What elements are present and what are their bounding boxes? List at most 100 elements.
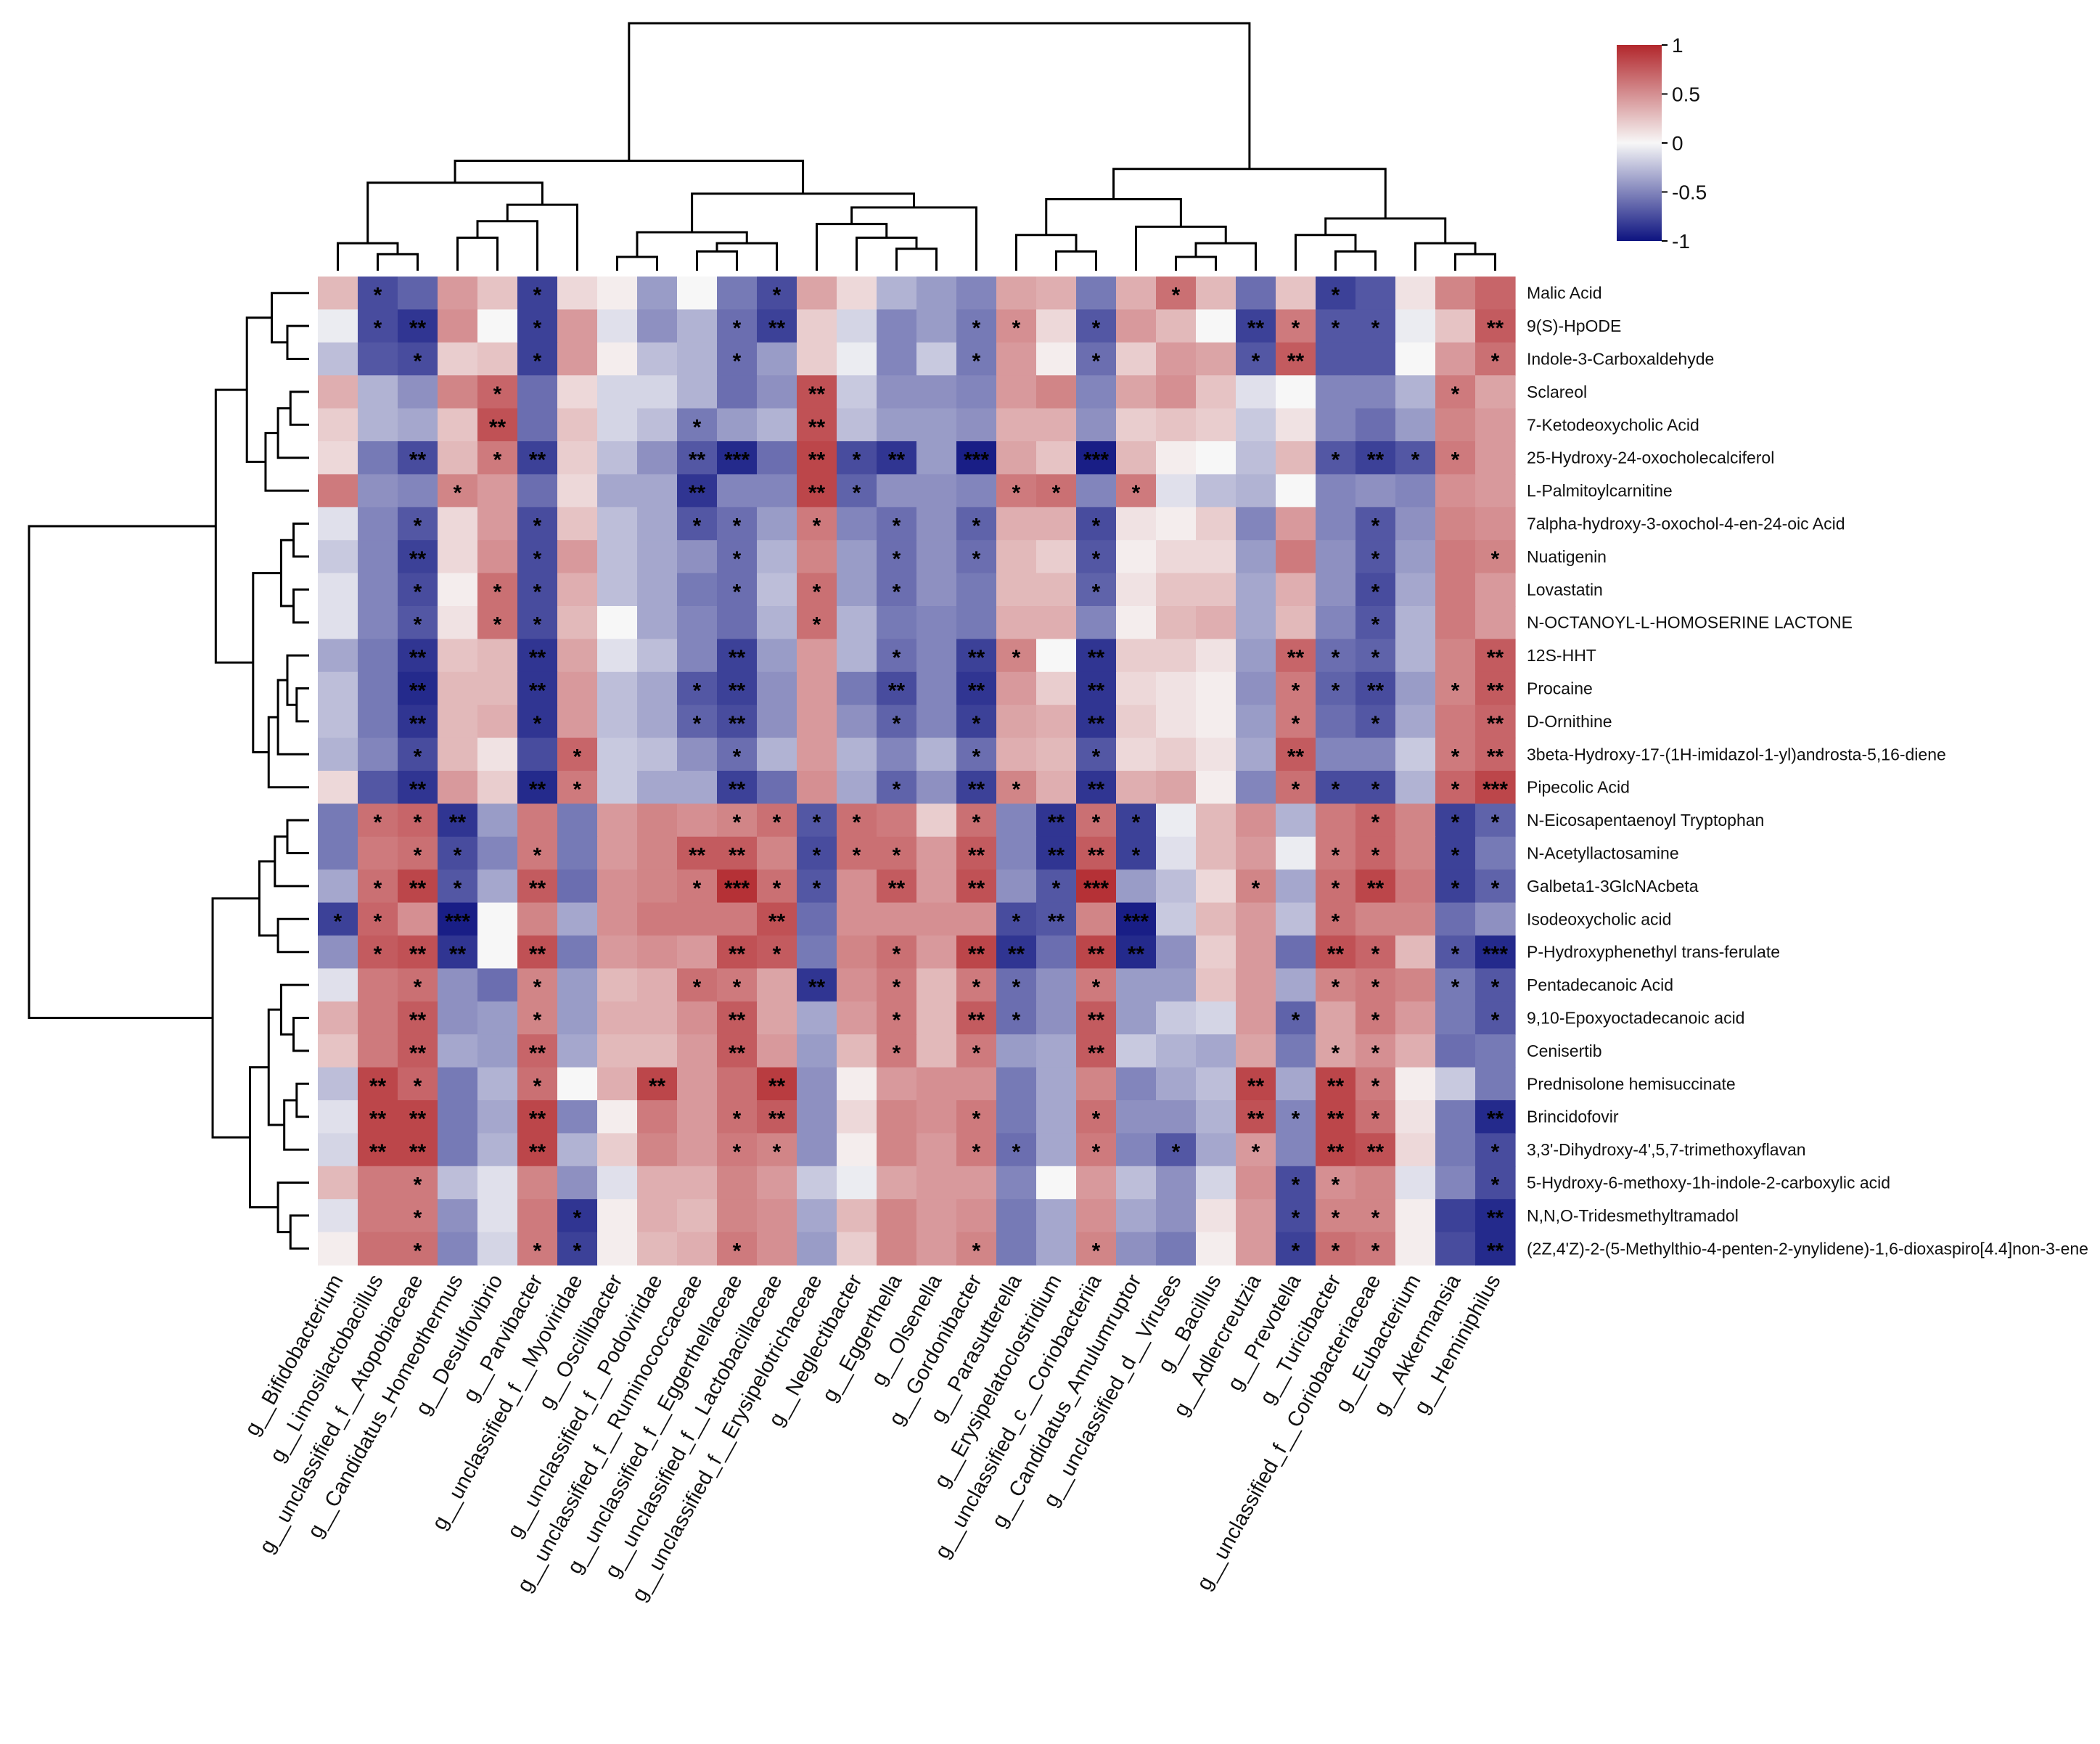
heatmap-cell	[797, 1100, 837, 1134]
heatmap-cell	[637, 705, 678, 739]
significance-star: *	[773, 284, 782, 308]
heatmap-cell	[597, 936, 638, 969]
significance-star: *	[1012, 1140, 1021, 1164]
heatmap-cell	[318, 902, 358, 936]
heatmap-cell	[438, 1166, 478, 1200]
significance-star: *	[1332, 844, 1340, 868]
heatmap-cell	[1116, 441, 1157, 475]
heatmap-cell	[717, 671, 758, 705]
heatmap-cell	[956, 1067, 997, 1101]
heatmap-cell	[797, 408, 837, 442]
significance-star: *	[414, 1206, 422, 1230]
significance-star: *	[813, 515, 821, 539]
heatmap-cell	[1435, 1067, 1476, 1101]
significance-star: *	[972, 1108, 981, 1131]
heatmap-cell	[557, 737, 598, 771]
heatmap-cell	[1036, 441, 1077, 475]
heatmap-cell	[877, 441, 917, 475]
heatmap-cell	[438, 1199, 478, 1233]
heatmap-cell	[1156, 309, 1197, 343]
heatmap-cell	[956, 836, 997, 870]
heatmap-cell	[1236, 671, 1276, 705]
significance-star: **	[768, 316, 786, 340]
heatmap-cell	[1076, 1232, 1117, 1266]
significance-star: **	[529, 1140, 546, 1164]
heatmap-cell	[677, 342, 718, 376]
heatmap-cell	[1236, 869, 1276, 904]
heatmap-cell	[1276, 671, 1316, 705]
heatmap-cell	[398, 1166, 438, 1200]
heatmap-cell	[797, 474, 837, 508]
heatmap-cell	[1435, 375, 1476, 409]
heatmap-cell	[1156, 705, 1197, 739]
dendrogram-branch	[616, 255, 658, 271]
heatmap-cell	[318, 671, 358, 705]
significance-star: *	[733, 975, 742, 999]
heatmap-cell	[1236, 606, 1276, 639]
heatmap-cell	[318, 342, 358, 376]
heatmap-cell	[358, 1100, 398, 1134]
significance-star: *	[972, 745, 981, 769]
significance-star: **	[1487, 316, 1504, 340]
significance-star: *	[1052, 481, 1061, 505]
heatmap-cell	[677, 309, 718, 343]
heatmap-cell	[797, 968, 837, 1002]
significance-star: ***	[1123, 909, 1149, 933]
heatmap-cell	[1316, 671, 1356, 705]
significance-star: **	[529, 778, 546, 802]
heatmap-cell	[956, 1100, 997, 1134]
significance-star: *	[733, 350, 742, 374]
significance-star: *	[1092, 580, 1101, 604]
row-label: N,N,O-Tridesmethyltramadol	[1527, 1206, 1739, 1225]
heatmap-cell	[597, 737, 638, 771]
heatmap-cell	[318, 1067, 358, 1101]
heatmap-cell	[1316, 1001, 1356, 1035]
heatmap-cell	[637, 277, 678, 310]
heatmap-cell	[1116, 309, 1157, 343]
heatmap-cell	[717, 441, 758, 475]
significance-star: *	[773, 811, 782, 835]
heatmap-cell	[677, 705, 718, 739]
heatmap-cell	[916, 1067, 957, 1101]
heatmap-cell	[1276, 1100, 1316, 1134]
significance-star: **	[409, 778, 427, 802]
significance-star: *	[374, 943, 382, 967]
heatmap-cell	[996, 639, 1037, 673]
heatmap-cell	[438, 573, 478, 607]
significance-star: *	[1292, 1239, 1300, 1263]
heatmap-cell	[477, 606, 518, 639]
significance-star: *	[493, 580, 502, 604]
heatmap-cell	[358, 869, 398, 904]
heatmap-cell	[1236, 540, 1276, 574]
heatmap-cell	[916, 309, 957, 343]
heatmap-cell	[1355, 836, 1396, 870]
heatmap-cell	[757, 803, 797, 838]
heatmap-cell	[597, 309, 638, 343]
significance-star: *	[733, 547, 742, 571]
heatmap-cell	[358, 573, 398, 607]
significance-star: **	[489, 415, 506, 439]
heatmap-cell	[837, 936, 877, 969]
heatmap-cell	[318, 639, 358, 673]
heatmap-cell	[557, 836, 598, 870]
significance-star: ***	[1083, 449, 1109, 472]
significance-star: *	[374, 284, 382, 308]
row-label: Pentadecanoic Acid	[1527, 975, 1673, 994]
heatmap-cell	[438, 474, 478, 508]
heatmap-cell	[1236, 1034, 1276, 1068]
significance-star: **	[729, 844, 746, 868]
heatmap-cell	[318, 869, 358, 904]
heatmap-cell	[517, 342, 558, 376]
significance-star: **	[968, 877, 985, 901]
significance-star: **	[1327, 1074, 1345, 1098]
heatmap-cell	[837, 342, 877, 376]
heatmap-cell	[1395, 705, 1436, 739]
heatmap-cell	[717, 771, 758, 804]
heatmap-cell	[477, 573, 518, 607]
heatmap-cell	[597, 836, 638, 870]
heatmap-cell	[1276, 540, 1316, 574]
significance-star: **	[369, 1140, 387, 1164]
significance-star: **	[729, 646, 746, 670]
heatmap-cell	[677, 836, 718, 870]
significance-star: *	[414, 745, 422, 769]
